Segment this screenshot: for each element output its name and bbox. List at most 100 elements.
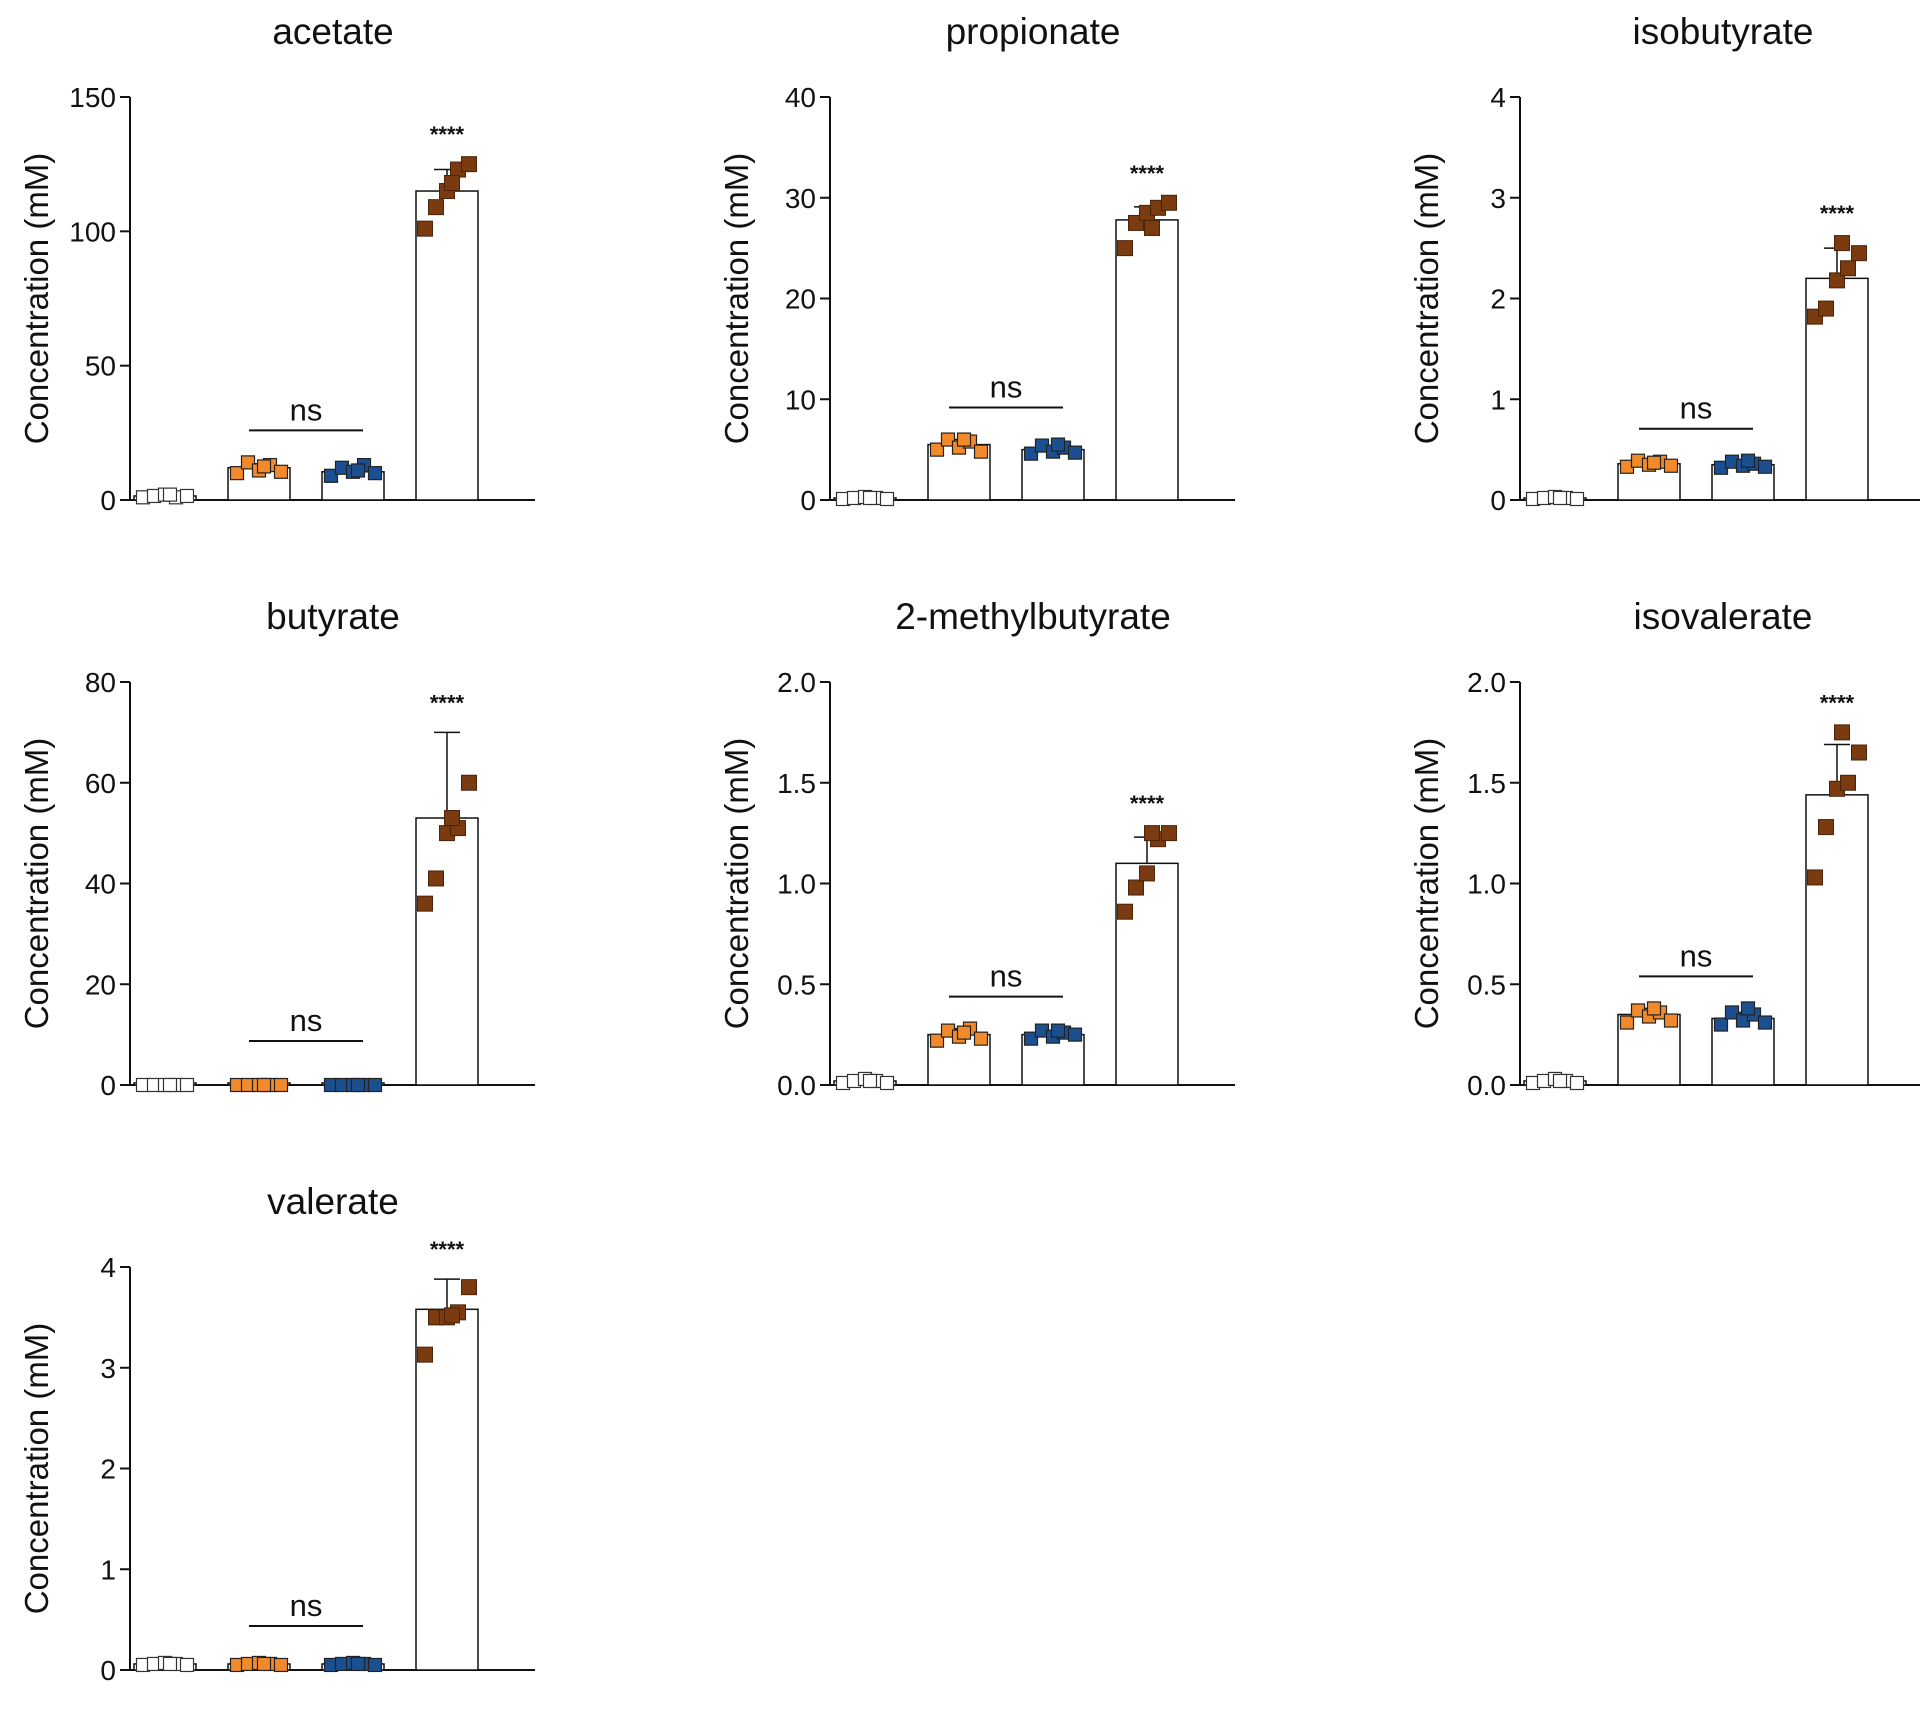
panel-valerate: valerate Concentration (mM) 0 1 2 3 4 ns ****	[0, 1170, 700, 1730]
chart-svg: isobutyrate Concentration (mM) 0 1 2 3 4 ns ****	[1408, 11, 1920, 516]
bar	[1115, 219, 1179, 501]
data-point	[1144, 219, 1160, 236]
data-point	[179, 488, 195, 504]
significance-stars: ****	[430, 1237, 465, 1262]
bar	[415, 190, 479, 501]
panel-2-methylbutyrate: 2-methylbutyrate Concentration (mM) 0.0 0.5…	[700, 585, 1400, 1145]
panel-butyrate: butyrate Concentration (mM) 0 20 40 60 80 ns ***…	[0, 585, 700, 1145]
data-point	[179, 1657, 195, 1673]
significance-stars: ****	[1130, 161, 1165, 186]
y-axis-label: Concentration (mM)	[718, 153, 755, 445]
significance-stars: ****	[1820, 201, 1855, 226]
data-point	[1023, 1031, 1039, 1046]
significance-stars: ****	[430, 122, 465, 147]
data-point	[417, 1346, 433, 1363]
y-tick-label: 0.0	[1467, 1070, 1506, 1101]
y-tick-label: 0.0	[777, 1070, 816, 1101]
data-point	[1840, 260, 1856, 277]
bar	[1115, 862, 1179, 1086]
chart-title: isobutyrate	[1633, 11, 1814, 52]
data-point	[879, 491, 895, 507]
chart-title: valerate	[267, 1181, 399, 1222]
ns-label: ns	[990, 959, 1023, 994]
chart-svg: acetate Concentration (mM) 0 50 100 150 ns ****	[18, 11, 535, 516]
data-point	[1663, 1013, 1679, 1028]
data-point	[1740, 453, 1756, 468]
data-point	[1713, 1017, 1729, 1032]
chart-title: 2-methylbutyrate	[895, 596, 1171, 637]
data-point	[1050, 437, 1066, 452]
ns-label: ns	[290, 392, 323, 427]
data-point	[956, 1025, 972, 1040]
data-point	[1840, 774, 1856, 791]
y-tick-label: 100	[69, 216, 116, 247]
data-point	[1128, 879, 1144, 896]
ns-label: ns	[1680, 391, 1713, 426]
data-point	[162, 1656, 178, 1672]
data-point	[350, 463, 366, 478]
data-point	[1834, 724, 1850, 741]
panel-propionate: propionate Concentration (mM) 0 10 20 30 40 ns *…	[700, 0, 1400, 560]
y-tick-label: 0	[100, 485, 116, 516]
y-tick-label: 2.0	[777, 667, 816, 698]
ns-label: ns	[290, 1588, 323, 1623]
y-axis-label: Concentration (mM)	[718, 738, 755, 1030]
data-point	[1619, 1015, 1635, 1030]
y-tick-label: 1.5	[1467, 768, 1506, 799]
bar	[1805, 794, 1869, 1086]
significance-stars: ****	[430, 690, 465, 715]
y-tick-label: 4	[1490, 82, 1506, 113]
data-point	[444, 1307, 460, 1324]
y-tick-label: 0	[1490, 485, 1506, 516]
chart-title: isovalerate	[1634, 596, 1813, 637]
data-point	[1552, 490, 1568, 506]
y-tick-label: 50	[85, 351, 116, 382]
data-point	[929, 1033, 945, 1048]
ns-label: ns	[290, 1003, 323, 1038]
y-tick-label: 0	[100, 1070, 116, 1101]
chart-title: butyrate	[266, 596, 400, 637]
data-point	[1050, 1023, 1066, 1038]
data-point	[1067, 1027, 1083, 1042]
data-point	[1144, 825, 1160, 842]
data-point	[1117, 240, 1133, 257]
data-point	[1569, 1075, 1585, 1091]
chart-svg: isovalerate Concentration (mM) 0.0 0.5 1.0 1.…	[1408, 596, 1920, 1101]
y-tick-label: 80	[85, 667, 116, 698]
y-tick-label: 60	[85, 768, 116, 799]
y-axis-label: Concentration (mM)	[18, 1323, 55, 1615]
data-point	[256, 1077, 272, 1093]
y-tick-label: 40	[785, 82, 816, 113]
data-point	[350, 1077, 366, 1093]
data-point	[273, 1077, 289, 1093]
data-point	[973, 1031, 989, 1046]
bar	[415, 1308, 479, 1671]
data-point	[179, 1077, 195, 1093]
y-axis-label: Concentration (mM)	[1408, 153, 1445, 445]
y-axis-label: Concentration (mM)	[18, 738, 55, 1030]
data-point	[1740, 1001, 1756, 1016]
chart-svg: 2-methylbutyrate Concentration (mM) 0.0 0.5…	[718, 596, 1235, 1101]
y-tick-label: 150	[69, 82, 116, 113]
data-point	[1757, 1015, 1773, 1030]
y-tick-label: 10	[785, 384, 816, 415]
data-point	[256, 1656, 272, 1672]
data-point	[879, 1075, 895, 1091]
chart-svg: valerate Concentration (mM) 0 1 2 3 4 ns ****	[18, 1181, 535, 1686]
bar	[415, 817, 479, 1086]
data-point	[1724, 1005, 1740, 1020]
chart-title: propionate	[946, 11, 1121, 52]
data-point	[940, 432, 956, 447]
data-point	[240, 455, 256, 470]
data-point	[461, 1279, 477, 1296]
data-point	[428, 870, 444, 887]
chart-svg: propionate Concentration (mM) 0 10 20 30 40 ns *…	[718, 11, 1235, 516]
data-point	[417, 220, 433, 237]
chart-svg: butyrate Concentration (mM) 0 20 40 60 80 ns ***…	[18, 596, 535, 1101]
data-point	[1161, 825, 1177, 842]
data-point	[1851, 245, 1867, 262]
y-tick-label: 3	[1490, 183, 1506, 214]
y-axis-label: Concentration (mM)	[18, 153, 55, 445]
data-point	[1067, 445, 1083, 460]
data-point	[367, 1077, 383, 1093]
